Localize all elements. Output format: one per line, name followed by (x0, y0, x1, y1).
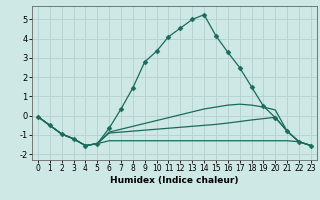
X-axis label: Humidex (Indice chaleur): Humidex (Indice chaleur) (110, 176, 239, 185)
